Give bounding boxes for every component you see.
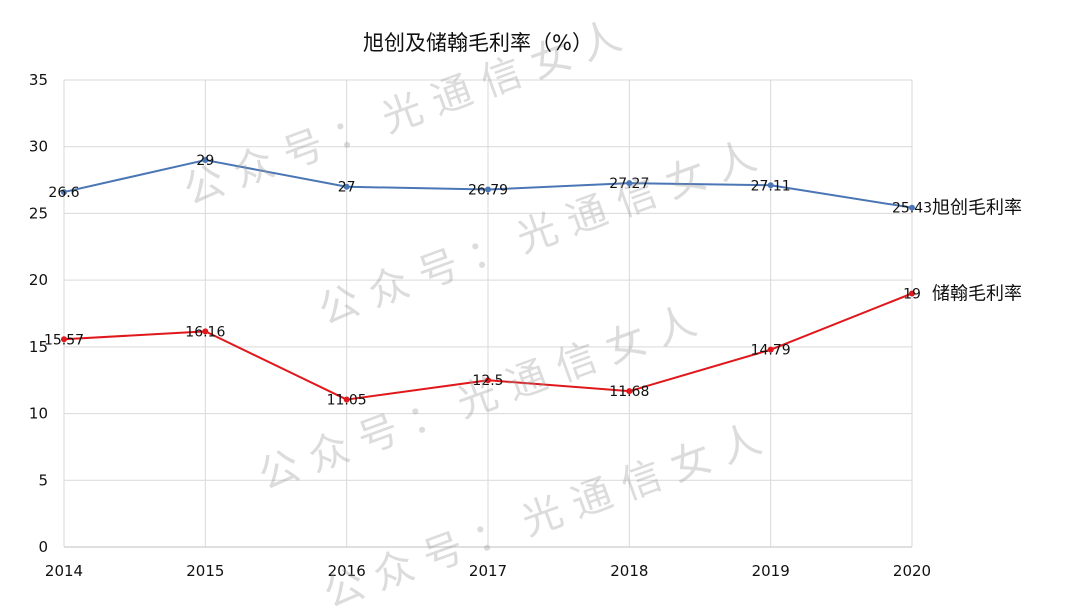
data-point bbox=[485, 377, 491, 384]
data-label: 27 bbox=[338, 180, 356, 196]
chart-title: 旭创及储翰毛利率（%） bbox=[363, 31, 593, 55]
y-tick-label: 35 bbox=[29, 71, 48, 89]
watermark-layer: 公 众 号 ： 光 通 信 女 人公 众 号 ： 光 通 信 女 人公 众 号 … bbox=[178, 13, 768, 608]
x-tick-label: 2014 bbox=[45, 562, 83, 580]
data-point bbox=[626, 180, 633, 187]
data-point bbox=[61, 336, 67, 343]
y-tick-label: 5 bbox=[38, 471, 48, 489]
series-name-label: 旭创毛利率 bbox=[932, 198, 1022, 219]
data-point bbox=[909, 204, 915, 211]
y-tick-label: 0 bbox=[38, 538, 48, 556]
data-label: 11.68 bbox=[609, 384, 649, 400]
watermark-text: 公 众 号 ： 光 通 信 女 人 bbox=[313, 133, 763, 334]
x-tick-label: 2016 bbox=[328, 562, 366, 580]
data-label: 26.79 bbox=[468, 183, 508, 199]
y-tick-label: 20 bbox=[29, 271, 48, 289]
y-tick-label: 30 bbox=[29, 138, 48, 156]
data-label: 25.43 bbox=[892, 201, 932, 217]
y-tick-label: 25 bbox=[29, 204, 48, 222]
data-label: 11.05 bbox=[327, 393, 367, 409]
data-label: 14.79 bbox=[751, 343, 791, 359]
data-label: 19 bbox=[903, 286, 921, 302]
data-point bbox=[202, 328, 209, 335]
data-label: 29 bbox=[196, 153, 214, 169]
x-tick-label: 2015 bbox=[186, 562, 224, 580]
data-label: 26.6 bbox=[48, 185, 79, 201]
data-point bbox=[767, 182, 774, 189]
data-point bbox=[343, 183, 350, 190]
data-label: 27.11 bbox=[751, 178, 791, 194]
x-tick-label: 2019 bbox=[752, 562, 790, 580]
grid-layer bbox=[63, 79, 913, 548]
data-point bbox=[485, 186, 491, 193]
data-label: 12.5 bbox=[472, 373, 503, 389]
data-point bbox=[343, 396, 350, 403]
data-point bbox=[61, 189, 67, 196]
data-point bbox=[909, 290, 915, 297]
y-tick-label: 10 bbox=[29, 405, 48, 423]
series-layer bbox=[61, 157, 915, 403]
data-point bbox=[202, 157, 209, 164]
data-point bbox=[767, 346, 774, 353]
label-layer: 26.6 29 27 26.79 27.27 27.11 25.43 旭创毛利率 15.57 16… bbox=[44, 153, 1022, 409]
x-tick-label: 2017 bbox=[469, 562, 507, 580]
x-tick-label: 2020 bbox=[893, 562, 931, 580]
data-label: 15.57 bbox=[44, 332, 84, 348]
axis-layer: 0 5 10 15 20 25 30 35 2014 2015 2016 2017 2018 2019 20… bbox=[29, 71, 931, 580]
data-label: 16.16 bbox=[185, 324, 225, 340]
data-label: 27.27 bbox=[609, 176, 649, 192]
y-tick-label: 15 bbox=[29, 338, 48, 356]
series-name-label: 储翰毛利率 bbox=[932, 283, 1022, 304]
data-point bbox=[626, 388, 633, 395]
x-tick-label: 2018 bbox=[610, 562, 648, 580]
